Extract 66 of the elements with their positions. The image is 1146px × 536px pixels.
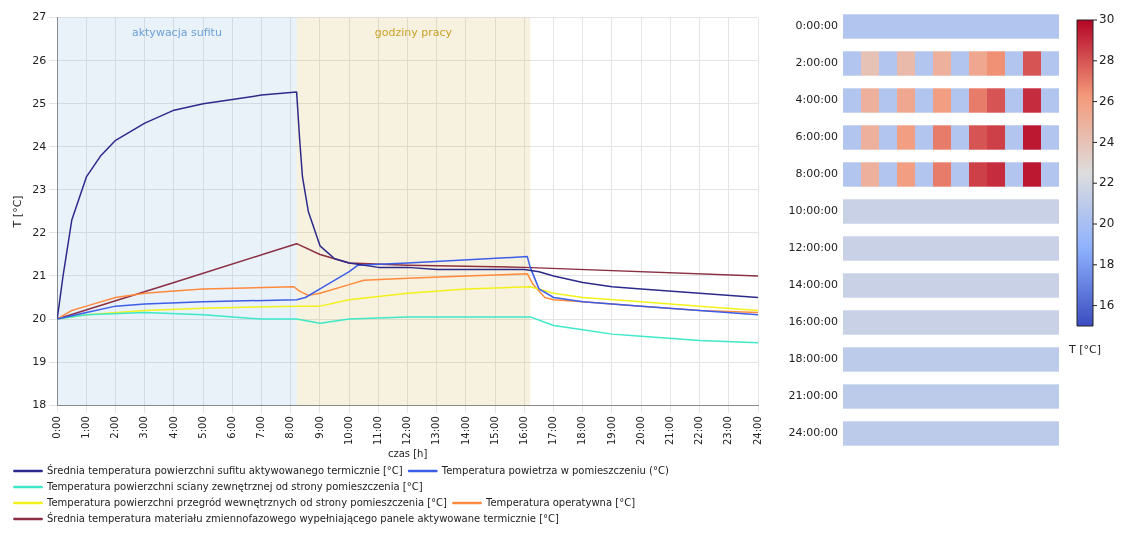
x-tick-label: 13:00 <box>430 416 442 446</box>
color-bar-label: 18 <box>1099 256 1115 271</box>
legend-label: Średnia temperatura powierzchni sufitu aktywowanego termicznie [°C] <box>47 463 403 476</box>
color-bar-label: 20 <box>1099 216 1115 231</box>
legend-label: Średnia temperatura materiału zmiennofazowego wypełniającego panele aktywowane termicznie [°C] <box>47 511 560 524</box>
y-tick-label: 23 <box>32 182 47 196</box>
legend-label: Temperatura powierzchni sciany zewnętrznej od strony pomieszczenia [°C] <box>46 480 423 492</box>
band-label: aktywacja sufitu <box>131 25 222 39</box>
x-tick-label: 22:00 <box>693 416 705 446</box>
x-tick-label: 2:00 <box>109 416 121 439</box>
y-tick-label: 8:00:00 <box>795 167 838 181</box>
y-tick-label: 25 <box>32 96 47 110</box>
y-tick-label: 21 <box>32 268 47 282</box>
y-tick-label: 20 <box>32 311 47 325</box>
y-tick-label: 18 <box>32 398 47 412</box>
x-tick-label: 17:00 <box>547 416 559 446</box>
y-tick-label: 24 <box>32 139 47 153</box>
x-tick-label: 1:00 <box>79 416 91 439</box>
y-tick-label: 6:00:00 <box>795 130 838 144</box>
x-tick-label: 3:00 <box>138 416 150 439</box>
color-bar-label: 16 <box>1099 297 1115 312</box>
color-bar-label: 24 <box>1099 134 1115 149</box>
x-tick-label: 0:00 <box>50 416 62 439</box>
y-tick-label: 0:00:00 <box>795 19 838 33</box>
legend-label: Temperatura powierzchni przegród wewnętrznych od strony pomieszczenia [°C] <box>46 496 448 508</box>
y-tick-label: 14:00:00 <box>788 278 838 292</box>
x-axis-title: czas [h] <box>387 447 428 459</box>
x-tick-label: 21:00 <box>663 416 675 446</box>
x-tick-label: 24:00 <box>751 416 763 446</box>
x-tick-label: 16:00 <box>517 416 529 446</box>
color-bar-title: T [°C] <box>1068 342 1101 356</box>
x-tick-label: 9:00 <box>313 416 325 439</box>
x-tick-label: 20:00 <box>634 416 646 446</box>
x-tick-label: 19:00 <box>605 416 617 446</box>
legend-label: Temperatura operatywna [°C] <box>485 496 636 508</box>
y-tick-label: 26 <box>32 53 47 67</box>
x-tick-label: 14:00 <box>459 416 471 446</box>
x-tick-label: 11:00 <box>371 416 383 446</box>
x-tick-label: 15:00 <box>488 416 500 446</box>
x-tick-label: 12:00 <box>401 416 413 446</box>
x-tick-label: 5:00 <box>196 416 208 439</box>
y-tick-label: 19 <box>32 354 47 368</box>
y-axis-title: T [°C] <box>11 195 25 229</box>
x-tick-label: 18:00 <box>576 416 588 446</box>
x-tick-label: 8:00 <box>284 416 296 439</box>
color-bar-label: 28 <box>1099 52 1115 67</box>
y-tick-label: 12:00:00 <box>788 241 838 255</box>
legend-label: Temperatura powietrza w pomieszczeniu (°C) <box>440 464 669 476</box>
color-bar-label: 30 <box>1099 12 1115 27</box>
y-tick-label: 27 <box>32 10 47 24</box>
y-tick-label: 18:00:00 <box>788 352 838 366</box>
y-tick-label: 22 <box>32 225 47 239</box>
y-tick-label: 4:00:00 <box>795 93 838 107</box>
y-tick-label: 10:00:00 <box>788 204 838 218</box>
x-tick-label: 23:00 <box>722 416 734 446</box>
y-tick-label: 24:00:00 <box>788 426 838 440</box>
y-tick-label: 21:00:00 <box>788 389 838 403</box>
y-tick-label: 16:00:00 <box>788 315 838 329</box>
x-tick-label: 7:00 <box>255 416 267 439</box>
x-tick-label: 6:00 <box>225 416 237 439</box>
x-tick-label: 10:00 <box>342 416 354 446</box>
color-bar-label: 26 <box>1099 93 1115 108</box>
y-tick-label: 2:00:00 <box>795 56 838 70</box>
x-tick-label: 4:00 <box>167 416 179 439</box>
color-bar-label: 22 <box>1099 175 1115 190</box>
band-label: godziny pracy <box>374 25 453 39</box>
